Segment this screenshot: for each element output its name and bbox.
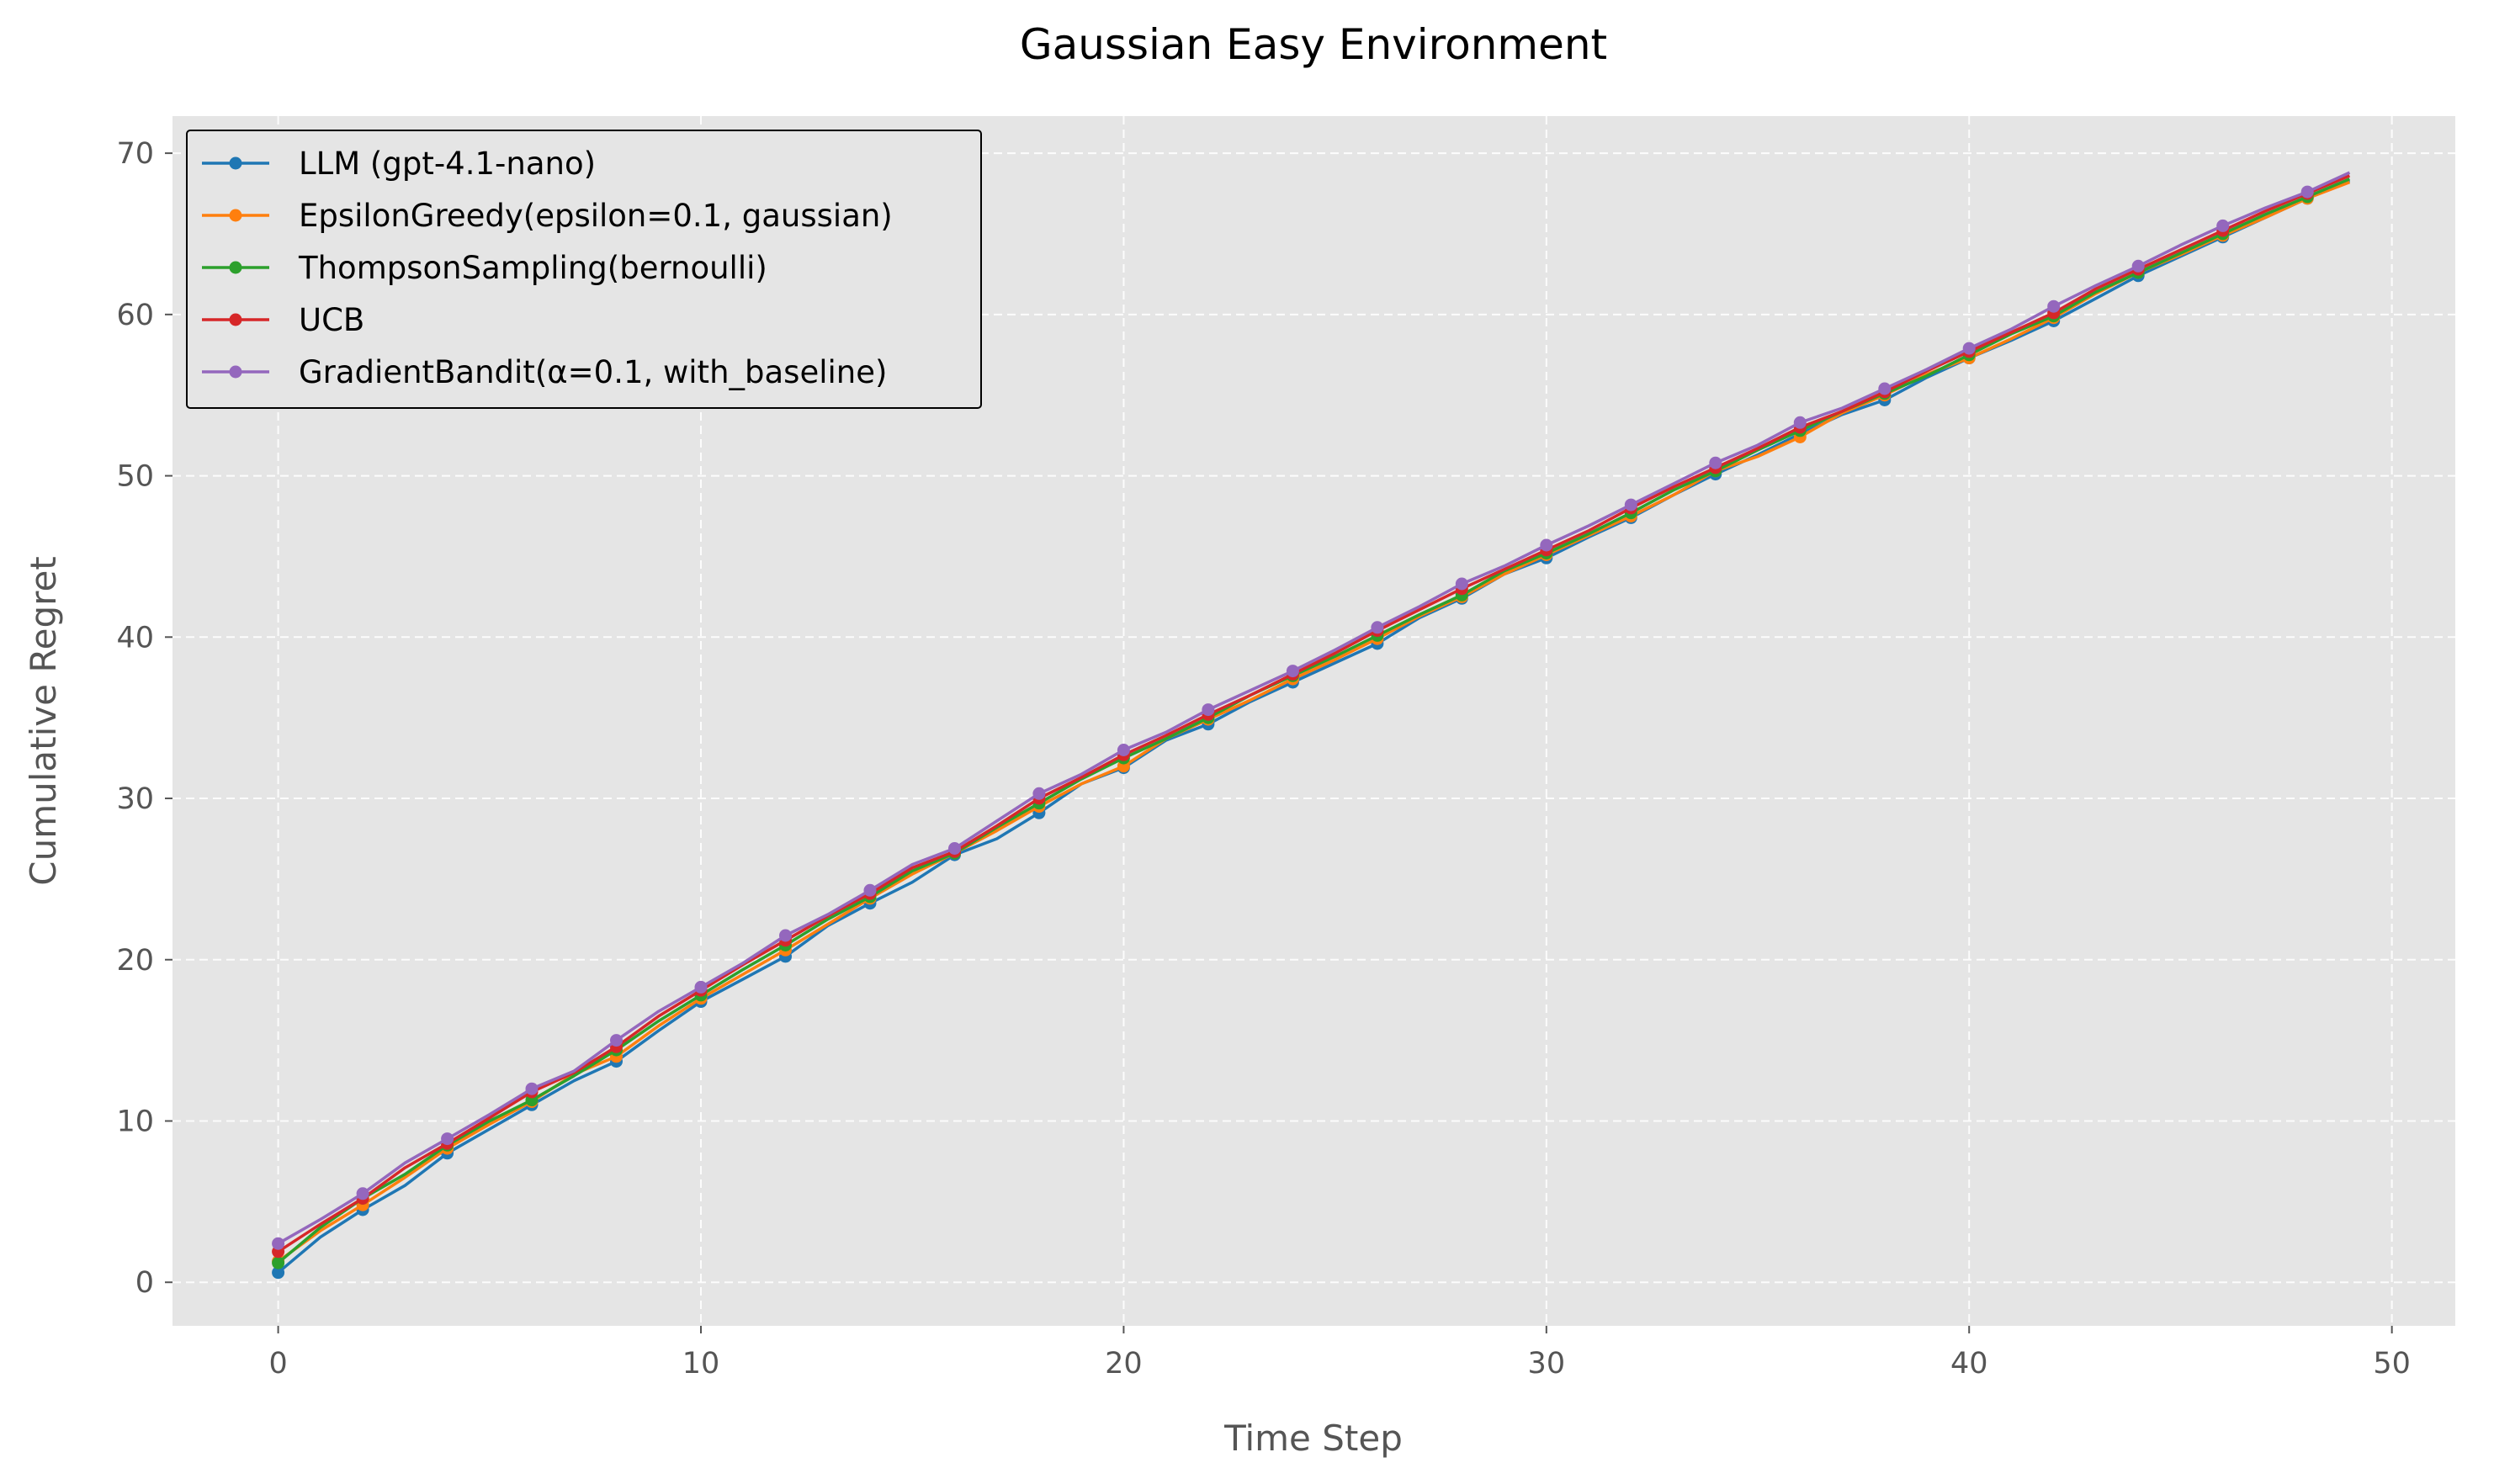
legend-box (186, 130, 982, 409)
legend-label: UCB (299, 302, 364, 338)
x-tick-label: 20 (1105, 1347, 1143, 1381)
data-point (1878, 382, 1892, 395)
data-point (1962, 342, 1976, 355)
legend-label: GradientBandit(α=0.1, with_baseline) (299, 354, 887, 390)
series-4 (272, 171, 2351, 1250)
x-axis-label: Time Step (1223, 1418, 1403, 1459)
data-point (948, 842, 961, 855)
y-tick-label: 50 (116, 460, 154, 494)
data-point (1709, 456, 1722, 469)
data-point (441, 1132, 454, 1146)
data-point (2300, 185, 2314, 199)
data-point (356, 1187, 369, 1200)
y-tick-label: 60 (116, 299, 154, 332)
series-layer (272, 171, 2351, 1280)
legend-swatch-marker (229, 156, 242, 170)
x-tick-label: 50 (2373, 1347, 2411, 1381)
y-tick-label: 10 (116, 1105, 154, 1138)
data-point (1202, 703, 1215, 717)
y-tick-label: 20 (116, 944, 154, 978)
y-axis-label: Cumulative Regret (23, 556, 64, 886)
data-point (610, 1034, 623, 1047)
data-point (694, 980, 708, 994)
legend-label: LLM (gpt-4.1-nano) (299, 146, 596, 182)
y-tick-label: 40 (116, 621, 154, 655)
series-line (277, 180, 2351, 1263)
x-tick-label: 10 (682, 1347, 720, 1381)
data-point (1624, 498, 1637, 511)
legend-entry: EpsilonGreedy(epsilon=0.1, gaussian) (202, 198, 893, 234)
data-point (1286, 665, 1299, 678)
data-point (1032, 787, 1046, 800)
legend: LLM (gpt-4.1-nano) EpsilonGreedy(epsilon=… (186, 130, 982, 409)
y-tick-label: 30 (116, 782, 154, 816)
series-line (277, 171, 2351, 1245)
x-tick-label: 30 (1528, 1347, 1566, 1381)
data-point (1455, 577, 1468, 591)
x-tick-label: 0 (268, 1347, 287, 1381)
legend-swatch-marker (229, 365, 242, 379)
legend-swatch-marker (229, 313, 242, 326)
legend-entry: ThompsonSampling(bernoulli) (202, 250, 767, 286)
legend-entry: UCB (202, 302, 364, 338)
legend-entry: LLM (gpt-4.1-nano) (202, 146, 596, 182)
legend-label: EpsilonGreedy(epsilon=0.1, gaussian) (299, 198, 893, 234)
data-point (863, 883, 877, 897)
data-point (1117, 744, 1130, 756)
data-point (1540, 538, 1553, 552)
data-point (272, 1237, 285, 1250)
x-tick-label: 40 (1950, 1347, 1988, 1381)
data-point (779, 929, 792, 942)
data-point (272, 1266, 285, 1280)
chart-title: Gaussian Easy Environment (1020, 20, 1607, 69)
series-line (277, 174, 2351, 1253)
legend-swatch-marker (229, 209, 242, 222)
y-tick-label: 0 (135, 1266, 154, 1300)
y-tick-label: 70 (116, 137, 154, 171)
data-point (1371, 621, 1384, 634)
data-point (2131, 259, 2145, 273)
data-point (2047, 299, 2061, 313)
legend-swatch-marker (229, 261, 242, 274)
legend-label: ThompsonSampling(bernoulli) (298, 250, 767, 286)
data-point (272, 1256, 285, 1269)
data-point (1793, 416, 1807, 429)
data-point (2216, 219, 2230, 232)
data-point (525, 1082, 539, 1095)
series-line (277, 178, 2351, 1264)
legend-entry: GradientBandit(α=0.1, with_baseline) (202, 354, 887, 390)
ticks: 0 10 20 30 40 50 0 10 20 30 40 50 60 70 (116, 137, 2410, 1381)
